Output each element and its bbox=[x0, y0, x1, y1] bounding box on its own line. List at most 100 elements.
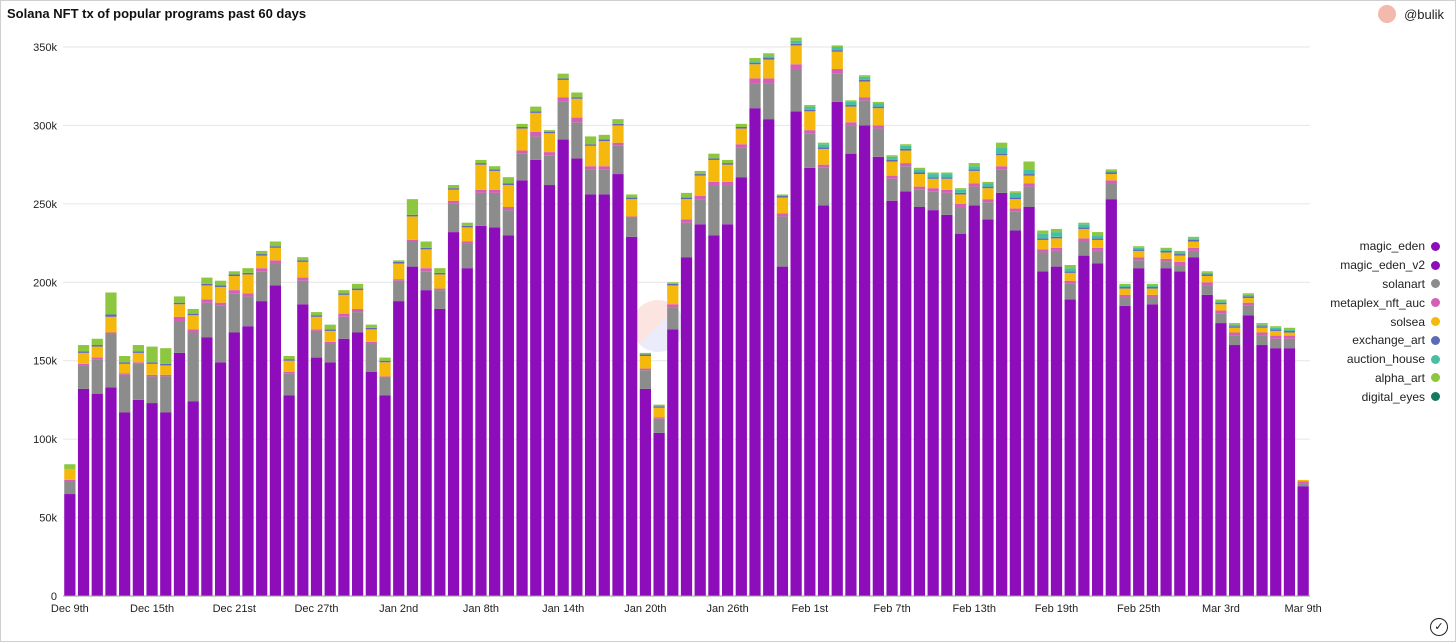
bar-segment-alpha_art[interactable] bbox=[571, 92, 583, 98]
bar-segment-alpha_art[interactable] bbox=[584, 136, 597, 145]
bar-segment-solsea[interactable] bbox=[77, 352, 90, 364]
bar-segment-exchange_art[interactable] bbox=[708, 158, 720, 160]
bar-segment-exchange_art[interactable] bbox=[721, 163, 734, 165]
bar-segment-magic_eden[interactable] bbox=[845, 153, 857, 597]
author-badge[interactable]: @bulik bbox=[1378, 5, 1444, 23]
bar-segment-solsea[interactable] bbox=[365, 329, 377, 342]
bar-segment-exchange_art[interactable] bbox=[872, 106, 884, 109]
bar-segment-metaplex_nft_auc[interactable] bbox=[338, 313, 350, 317]
bar-segment-solsea[interactable] bbox=[776, 197, 789, 214]
bar-segment-magic_eden[interactable] bbox=[489, 227, 501, 596]
bar-segment-metaplex_nft_auc[interactable] bbox=[598, 166, 610, 170]
bar-segment-solanart[interactable] bbox=[214, 305, 227, 363]
bar-segment-solsea[interactable] bbox=[1023, 175, 1035, 184]
bar-segment-auction_house[interactable] bbox=[831, 47, 843, 51]
bar-segment-alpha_art[interactable] bbox=[1229, 323, 1241, 325]
bar-segment-exchange_art[interactable] bbox=[77, 351, 90, 353]
bar-segment-metaplex_nft_auc[interactable] bbox=[1297, 481, 1309, 484]
bar-segment-auction_house[interactable] bbox=[749, 61, 761, 63]
bar-segment-alpha_art[interactable] bbox=[1009, 191, 1021, 193]
bar-segment-alpha_art[interactable] bbox=[763, 53, 775, 57]
bar-segment-solsea[interactable] bbox=[420, 249, 432, 269]
bar-segment-alpha_art[interactable] bbox=[1270, 326, 1282, 328]
bar-segment-metaplex_nft_auc[interactable] bbox=[557, 97, 569, 102]
bar-segment-solanart[interactable] bbox=[146, 376, 158, 404]
bar-segment-solanart[interactable] bbox=[763, 83, 775, 120]
bar-segment-metaplex_nft_auc[interactable] bbox=[187, 329, 199, 333]
bar-segment-alpha_art[interactable] bbox=[160, 348, 172, 364]
bar-segment-solsea[interactable] bbox=[941, 178, 953, 190]
bar-segment-exchange_art[interactable] bbox=[1119, 286, 1131, 289]
bar-segment-solsea[interactable] bbox=[324, 330, 336, 342]
bar-segment-solanart[interactable] bbox=[626, 217, 638, 237]
bar-segment-alpha_art[interactable] bbox=[365, 324, 377, 328]
bar-segment-solsea[interactable] bbox=[735, 128, 747, 145]
bar-segment-alpha_art[interactable] bbox=[735, 123, 747, 127]
bar-segment-metaplex_nft_auc[interactable] bbox=[256, 268, 268, 272]
bar-segment-solsea[interactable] bbox=[694, 175, 706, 197]
bar-segment-exchange_art[interactable] bbox=[1064, 271, 1076, 273]
bar-segment-exchange_art[interactable] bbox=[653, 406, 665, 408]
bar-segment-magic_eden[interactable] bbox=[352, 332, 364, 596]
bar-segment-alpha_art[interactable] bbox=[886, 155, 898, 157]
bar-segment-solsea[interactable] bbox=[160, 365, 172, 375]
bar-segment-alpha_art[interactable] bbox=[598, 134, 610, 140]
bar-segment-solsea[interactable] bbox=[584, 145, 597, 167]
bar-segment-auction_house[interactable] bbox=[1174, 252, 1186, 255]
bar-segment-magic_eden[interactable] bbox=[598, 194, 610, 596]
bar-segment-exchange_art[interactable] bbox=[941, 177, 953, 179]
bar-segment-exchange_art[interactable] bbox=[420, 247, 432, 250]
bar-segment-exchange_art[interactable] bbox=[461, 225, 473, 228]
bar-segment-auction_house[interactable] bbox=[763, 56, 775, 58]
bar-segment-exchange_art[interactable] bbox=[749, 62, 761, 65]
bar-segment-solsea[interactable] bbox=[64, 468, 76, 480]
bar-segment-alpha_art[interactable] bbox=[64, 464, 76, 469]
bar-segment-metaplex_nft_auc[interactable] bbox=[1270, 335, 1282, 339]
bar-segment-metaplex_nft_auc[interactable] bbox=[1187, 247, 1200, 251]
bar-segment-magic_eden[interactable] bbox=[1037, 271, 1049, 596]
bar-segment-auction_house[interactable] bbox=[1283, 329, 1296, 331]
bar-segment-solsea[interactable] bbox=[612, 125, 624, 143]
bar-segment-solanart[interactable] bbox=[461, 243, 473, 269]
bar-segment-magic_eden[interactable] bbox=[173, 352, 186, 596]
bar-segment-magic_eden[interactable] bbox=[913, 206, 926, 596]
bar-segment-alpha_art[interactable] bbox=[749, 57, 761, 62]
bar-segment-magic_eden[interactable] bbox=[228, 332, 240, 596]
bar-segment-metaplex_nft_auc[interactable] bbox=[365, 341, 377, 344]
bar-segment-exchange_art[interactable] bbox=[1256, 326, 1268, 328]
bar-segment-exchange_art[interactable] bbox=[1050, 236, 1063, 239]
bar-segment-exchange_art[interactable] bbox=[680, 197, 693, 200]
bar-segment-solsea[interactable] bbox=[146, 363, 158, 375]
bar-segment-metaplex_nft_auc[interactable] bbox=[571, 117, 583, 123]
bar-segment-alpha_art[interactable] bbox=[489, 166, 501, 170]
bar-segment-solsea[interactable] bbox=[1160, 252, 1172, 259]
bar-segment-magic_eden[interactable] bbox=[91, 393, 103, 596]
bar-segment-alpha_art[interactable] bbox=[256, 250, 268, 255]
bar-segment-auction_house[interactable] bbox=[996, 147, 1008, 154]
bar-segment-alpha_art[interactable] bbox=[804, 105, 816, 107]
bar-segment-alpha_art[interactable] bbox=[996, 142, 1008, 148]
bar-segment-exchange_art[interactable] bbox=[447, 188, 460, 190]
bar-segment-solanart[interactable] bbox=[1105, 183, 1117, 200]
bar-segment-exchange_art[interactable] bbox=[1146, 286, 1159, 289]
bar-segment-solanart[interactable] bbox=[694, 199, 706, 225]
bar-segment-metaplex_nft_auc[interactable] bbox=[1091, 247, 1104, 251]
bar-segment-solanart[interactable] bbox=[913, 189, 926, 207]
bar-segment-exchange_art[interactable] bbox=[406, 214, 419, 217]
bar-segment-exchange_art[interactable] bbox=[1201, 274, 1213, 277]
bar-segment-alpha_art[interactable] bbox=[667, 282, 679, 284]
bar-segment-auction_house[interactable] bbox=[1146, 285, 1159, 287]
bar-segment-alpha_art[interactable] bbox=[1091, 232, 1104, 236]
bar-segment-solanart[interactable] bbox=[324, 343, 336, 363]
bar-segment-exchange_art[interactable] bbox=[557, 78, 569, 80]
bar-segment-alpha_art[interactable] bbox=[77, 345, 90, 352]
bar-segment-alpha_art[interactable] bbox=[269, 241, 282, 247]
bar-segment-exchange_art[interactable] bbox=[160, 363, 172, 366]
bar-segment-alpha_art[interactable] bbox=[694, 170, 706, 175]
bar-segment-magic_eden[interactable] bbox=[146, 403, 158, 596]
bar-segment-magic_eden[interactable] bbox=[1064, 299, 1076, 596]
legend-item-auction_house[interactable]: auction_house bbox=[1300, 350, 1440, 369]
bar-segment-alpha_art[interactable] bbox=[639, 352, 652, 355]
legend-item-solanart[interactable]: solanart bbox=[1300, 275, 1440, 294]
bar-segment-metaplex_nft_auc[interactable] bbox=[434, 288, 446, 291]
